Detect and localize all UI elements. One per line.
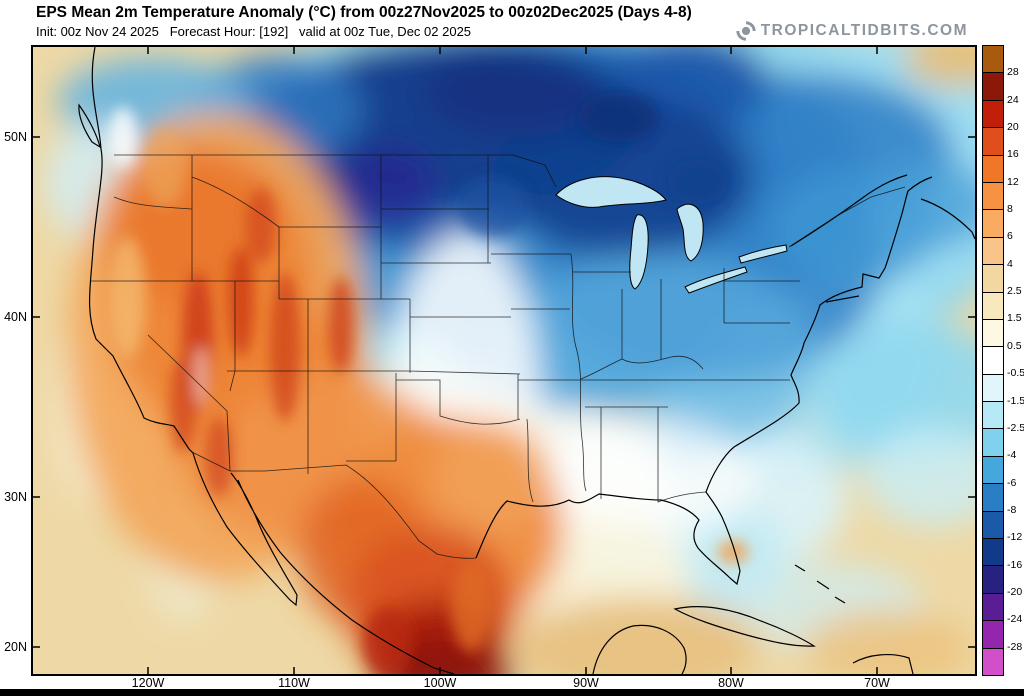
colorbar-tick-label: 20: [1007, 121, 1019, 134]
colorbar-segment: [983, 318, 1003, 347]
colorbar-tick-label: -4: [1007, 449, 1017, 462]
colorbar-tick-label: 24: [1007, 93, 1019, 106]
colorbar-segment: [983, 99, 1003, 128]
lon-tick-label: 70W: [864, 676, 890, 690]
great-lakes: [555, 176, 788, 294]
map-frame: [31, 45, 977, 676]
lon-tick-label: 120W: [131, 676, 165, 690]
colorbar-segment: [983, 209, 1003, 237]
colorbar-segment: [983, 346, 1003, 374]
colorbar-segment: [983, 565, 1003, 593]
lat-axis: 50N 40N 30N 20N: [0, 45, 29, 676]
colorbar-tick-label: 2.5: [1007, 285, 1022, 298]
colorbar-segment: [983, 483, 1003, 511]
lon-tick-label: 80W: [718, 676, 744, 690]
colorbar-segment: [983, 647, 1003, 675]
colorbar-tick-label: -0.5: [1007, 367, 1024, 380]
colorbar-tick-label: -16: [1007, 558, 1023, 571]
colorbar-segment: [983, 236, 1003, 265]
colorbar-segment: [983, 127, 1003, 155]
colorbar-segment: [983, 181, 1003, 210]
map-subtitle: Init: 00z Nov 24 2025 Forecast Hour: [19…: [36, 24, 472, 39]
lon-tick-label: 110W: [278, 676, 310, 690]
colorbar-tick-label: 28: [1007, 66, 1019, 79]
anomaly-field-detail: [109, 92, 749, 674]
lon-tick-label: 100W: [423, 676, 457, 690]
lat-tick-label: 40N: [4, 310, 27, 324]
colorbar-tick-label: 12: [1007, 175, 1019, 188]
colorbar-segment: [983, 401, 1003, 429]
colorbar-segment: [983, 592, 1003, 621]
colorbar-segment: [983, 538, 1003, 566]
colorbar-segment: [983, 373, 1003, 402]
colorbar-tick-label: -8: [1007, 503, 1017, 516]
colorbar-segment: [983, 72, 1003, 100]
axis-ticks: [33, 47, 975, 674]
colorbar-tick-label: 6: [1007, 230, 1013, 243]
logo-text: TROPICALTIDBITS.COM: [760, 22, 968, 39]
colorbar-segment: [983, 264, 1003, 292]
colorbar-tick-label: -1.5: [1007, 394, 1024, 407]
colorbar-tick-label: -6: [1007, 476, 1017, 489]
hurricane-icon: [736, 21, 756, 41]
colorbar-tick-label: 16: [1007, 148, 1019, 161]
state-borders: [91, 154, 906, 559]
lat-tick-label: 20N: [4, 640, 27, 654]
colorbar-tick-label: 0.5: [1007, 339, 1022, 352]
colorbar-tick-label: -20: [1007, 585, 1023, 598]
colorbar-tick-label: 8: [1007, 203, 1013, 216]
colorbar-segment: [983, 154, 1003, 182]
temperature-anomaly-map: [33, 47, 975, 674]
colorbar: [982, 45, 1004, 676]
colorbar-segment: [983, 455, 1003, 484]
map-title: EPS Mean 2m Temperature Anomaly (°C) fro…: [36, 4, 692, 21]
colorbar-tick-label: -24: [1007, 613, 1023, 626]
colorbar-segment: [983, 620, 1003, 648]
colorbar-tick-label: -2.5: [1007, 421, 1024, 434]
colorbar-tick-label: 4: [1007, 257, 1013, 270]
colorbar-segment: [983, 46, 1003, 73]
lon-axis: 120W 110W 100W 90W 80W 70W: [33, 676, 975, 690]
bottom-bar: [0, 689, 1024, 696]
lon-tick-label: 90W: [573, 676, 599, 690]
lat-tick-label: 30N: [4, 490, 27, 504]
tropicaltidbits-logo: TROPICALTIDBITS.COM: [736, 21, 968, 41]
colorbar-tick-label: -12: [1007, 531, 1023, 544]
colorbar-segment: [983, 510, 1003, 539]
colorbar-labels: 28 24 20 16 12 8 6 4 2.5 1.5 0.5 -0.5 -1.5 -2.5 -4 -6 -8…: [1007, 45, 1024, 676]
colorbar-segment: [983, 291, 1003, 319]
lat-tick-label: 50N: [4, 130, 27, 144]
colorbar-tick-label: -28: [1007, 640, 1023, 653]
colorbar-tick-label: 1.5: [1007, 312, 1022, 325]
colorbar-segment: [983, 428, 1003, 456]
